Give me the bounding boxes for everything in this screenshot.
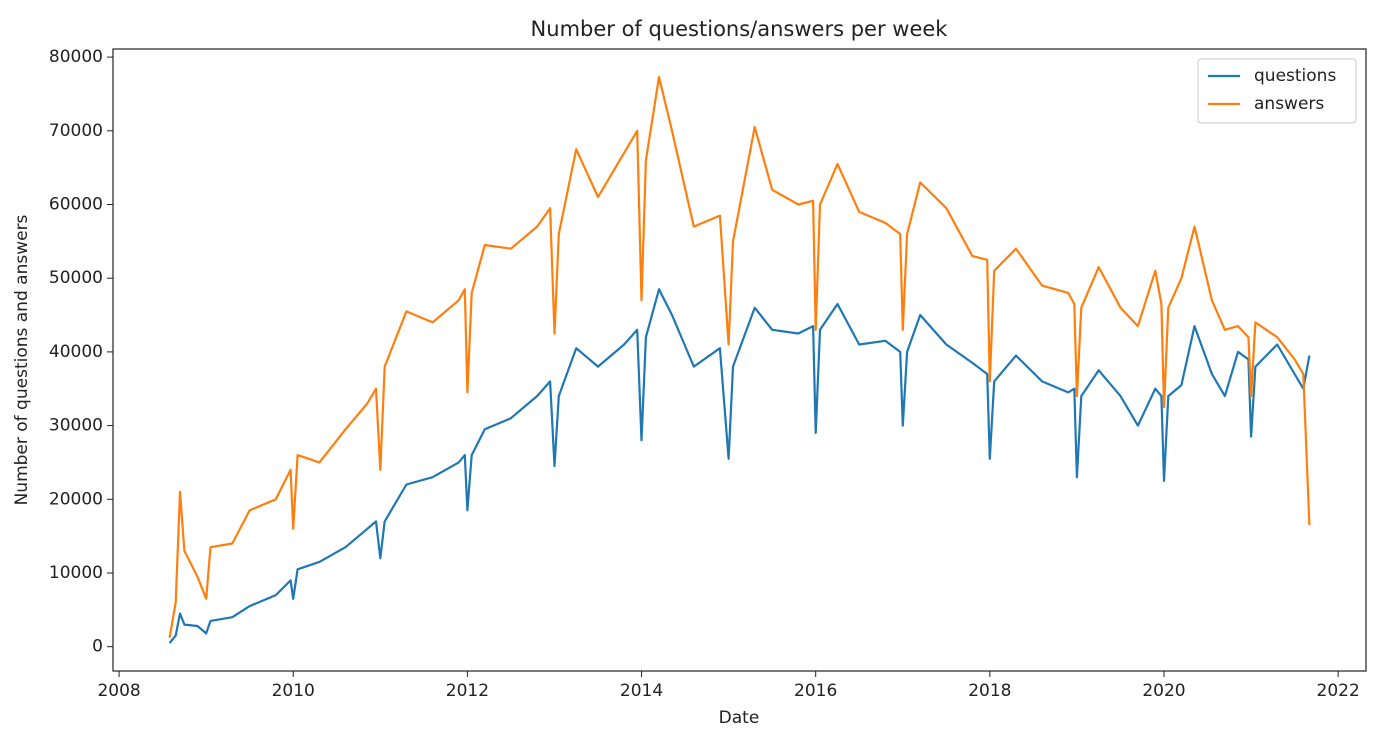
chart-title: Number of questions/answers per week bbox=[531, 17, 949, 41]
y-tick-label: 40000 bbox=[49, 342, 103, 362]
y-tick-label: 0 bbox=[92, 637, 103, 657]
legend: questions answers bbox=[1197, 58, 1357, 124]
legend-label: answers bbox=[1254, 94, 1324, 114]
x-axis-label: Date bbox=[719, 708, 760, 728]
y-tick-label: 20000 bbox=[49, 489, 103, 509]
y-tick-label: 60000 bbox=[49, 195, 103, 215]
line-series bbox=[168, 75, 1311, 638]
plot-frame bbox=[112, 48, 1367, 672]
x-tick-label: 2016 bbox=[794, 681, 837, 701]
x-tick-label: 2010 bbox=[272, 681, 315, 701]
legend-label: questions bbox=[1254, 66, 1336, 86]
x-tick-label: 2008 bbox=[97, 681, 140, 701]
y-tick-label: 30000 bbox=[49, 416, 103, 436]
y-tick-label: 80000 bbox=[49, 47, 103, 67]
x-tick-label: 2018 bbox=[968, 681, 1011, 701]
x-tick-label: 2014 bbox=[620, 681, 663, 701]
x-tick-label: 2022 bbox=[1317, 681, 1360, 701]
y-tick-label: 50000 bbox=[49, 268, 103, 288]
y-tick-label: 10000 bbox=[49, 563, 103, 583]
line-series bbox=[168, 288, 1311, 644]
x-tick-label: 2020 bbox=[1142, 681, 1185, 701]
y-tick-label: 70000 bbox=[49, 121, 103, 141]
y-axis-label: Number of questions and answers bbox=[12, 214, 32, 505]
x-tick-label: 2012 bbox=[446, 681, 489, 701]
